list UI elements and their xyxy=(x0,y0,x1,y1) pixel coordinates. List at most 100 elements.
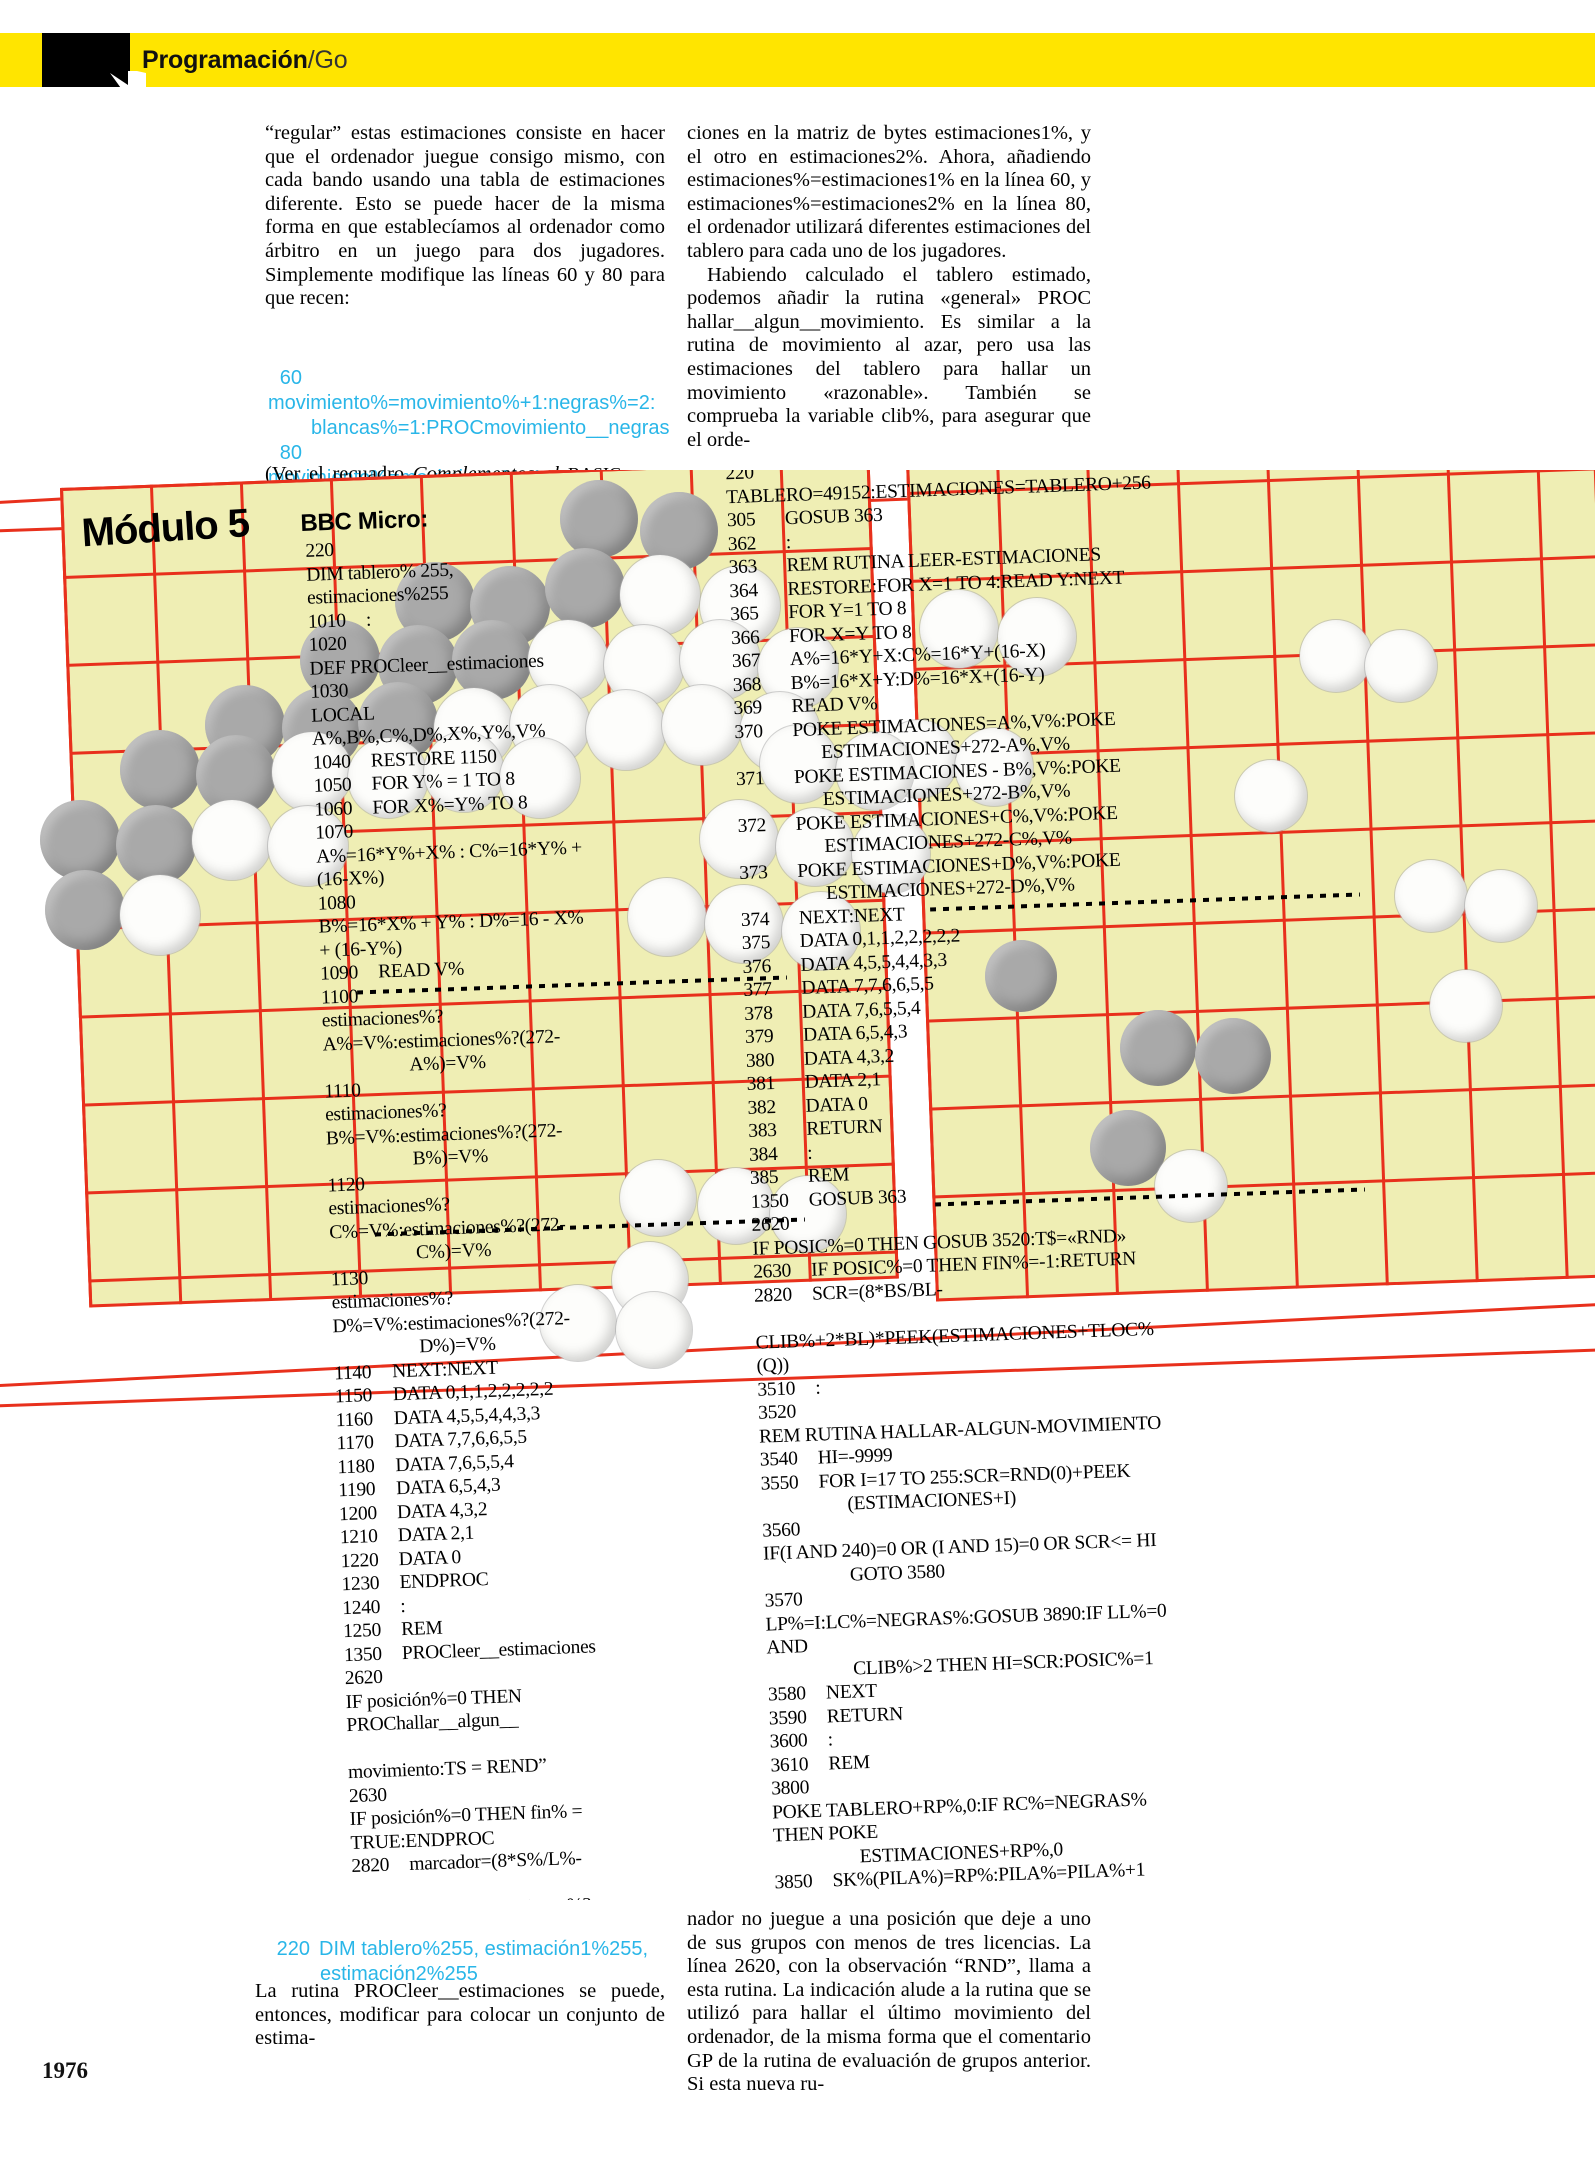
code-line: 3800POKE TABLERO+RP%,0:IF RC%=NEGRAS% TH… xyxy=(771,1763,1198,1848)
code-line-text: READ V% xyxy=(791,693,878,718)
code-line-text: D%)=V% xyxy=(418,1333,496,1358)
code-line: 1130estimaciones%?D%=V%:estimaciones%?(2… xyxy=(330,1258,608,1338)
go-stone-black xyxy=(45,870,125,950)
header-subsection-label: Go xyxy=(314,46,348,74)
go-stone-white xyxy=(616,1292,692,1368)
code-line-text: REM xyxy=(807,1164,850,1187)
go-stone-white xyxy=(424,732,504,812)
code-line-text: RETURN xyxy=(826,1703,904,1727)
go-stone-white xyxy=(586,690,666,770)
go-stone-black xyxy=(985,940,1057,1012)
code-line-number: 1050 xyxy=(313,774,352,797)
code-line-text: NEXT xyxy=(825,1680,878,1704)
code-line-number: 1200 xyxy=(338,1502,378,1525)
code-line-number: 1010 xyxy=(307,609,347,633)
code-line-number: 369 xyxy=(733,697,763,720)
go-stone-white xyxy=(1395,860,1467,932)
go-stone-white xyxy=(705,885,783,963)
code-line-number: 3850 xyxy=(774,1871,813,1894)
code-line-text: A%=16*Y%+X% : C%=16*Y% + (16-X%) xyxy=(315,836,583,891)
c64-listing-lines: 220TABLERO=49152:ESTIMACIONES=TABLERO+25… xyxy=(725,470,1199,1895)
code-line-number: 3600 xyxy=(769,1730,808,1753)
go-board-photo-inner: Módulo 5 xyxy=(0,470,1595,1900)
code-line-number: 1020 xyxy=(308,633,347,656)
code-line-number: 1190 xyxy=(337,1478,376,1502)
body-column-left-top: “regular” estas estimaciones consiste en… xyxy=(265,122,665,311)
code-line-number: 380 xyxy=(745,1049,775,1072)
code-line-number: 3520 xyxy=(757,1401,797,1424)
code-line-number: 3580 xyxy=(767,1683,807,1706)
code-line-text: B%=16*X% + Y% : D%=16 - X% + (16-Y%) xyxy=(318,907,584,962)
code-line-number: 1120 xyxy=(327,1173,366,1196)
code-line-text: : xyxy=(399,1595,406,1617)
go-stone-white xyxy=(1430,970,1502,1042)
go-stone-white xyxy=(628,878,706,956)
code-line-text: A%)=V% xyxy=(409,1051,487,1076)
code-line-text: GOTO 3580 xyxy=(849,1560,946,1586)
go-stone-white xyxy=(1155,1150,1227,1222)
code-line: 1070A%=16*Y%+X% : C%=16*Y% + (16-X%) xyxy=(315,812,593,892)
code-line-number xyxy=(352,1893,438,1896)
code-line-number: 1240 xyxy=(341,1596,381,1619)
code-line-number: 370 xyxy=(734,720,764,743)
code-line-text: HI=-9999 xyxy=(817,1445,893,1469)
code-line-number: 367 xyxy=(731,650,761,673)
blue-listing-row: 60 movimiento%=movimiento%+1:negras%=2: b… xyxy=(268,366,678,441)
code-line-number xyxy=(764,1580,850,1583)
line-number: 80 xyxy=(279,442,302,464)
code-line-number: 365 xyxy=(729,603,760,626)
code-line-number: 3800 xyxy=(770,1777,810,1800)
blue-listing-row: 220 DIM tablero%255, estimación1%255, est… xyxy=(268,1937,688,1987)
code-line-number: 1130 xyxy=(330,1267,369,1290)
go-stone-white xyxy=(760,725,838,803)
code-line-number: 1350 xyxy=(343,1643,383,1666)
go-stone-black xyxy=(300,620,380,700)
code-line-number: 2620 xyxy=(344,1666,383,1690)
code-line-number: 2820 xyxy=(753,1283,793,1307)
go-stone-white xyxy=(192,800,272,880)
go-stone-black xyxy=(452,620,532,700)
code-line-number: 1160 xyxy=(335,1408,374,1431)
code-line-number: 1220 xyxy=(340,1549,379,1572)
go-stone-black xyxy=(1120,1010,1196,1086)
code-line-text: estimaciones%?A%=V%:estimaciones%?(272- xyxy=(321,1006,561,1056)
body-column-right-top: ciones en la matriz de bytes estimacione… xyxy=(687,122,1091,452)
code-line-number: 3510 xyxy=(756,1377,796,1401)
code-line-number: 1060 xyxy=(314,797,353,821)
go-stone-white xyxy=(500,738,580,818)
code-line-text: DATA 0 xyxy=(805,1093,868,1117)
code-line-text: : xyxy=(785,531,792,553)
go-stone-white xyxy=(348,738,428,818)
code-line-number: 1100 xyxy=(320,985,359,1009)
go-stone-white xyxy=(1365,630,1437,702)
code-line-text: : xyxy=(814,1377,821,1399)
code-line-number: 368 xyxy=(732,673,762,696)
code-line-number: 377 xyxy=(743,978,773,1001)
code-line-text: SCR=(8*BS/BL- xyxy=(811,1278,943,1305)
code-line-number xyxy=(762,1510,848,1513)
code-line: 2630IF posición%=0 THEN fin% = TRUE:ENDP… xyxy=(349,1775,627,1855)
go-stone-white xyxy=(272,732,352,812)
code-line-number: 2630 xyxy=(348,1784,388,1807)
code-line-number: 379 xyxy=(744,1025,774,1048)
go-stone-white xyxy=(540,1285,616,1361)
line-code-cont: estimación2%255 xyxy=(320,1963,478,1985)
code-line-number: 375 xyxy=(741,932,771,954)
code-line-number: 363 xyxy=(728,556,758,579)
code-line-text: READ V% xyxy=(377,958,465,983)
go-stone-black xyxy=(1090,1110,1166,1186)
code-line-number: 1140 xyxy=(333,1361,372,1384)
code-line-text: ENDPROC xyxy=(399,1569,489,1594)
go-stone-black xyxy=(1195,1018,1271,1094)
code-line-number xyxy=(740,899,826,902)
body-column-right-bottom: nador no juegue a una posición que deje … xyxy=(687,1908,1091,2097)
page-number: 1976 xyxy=(42,2058,88,2083)
go-stone-white xyxy=(852,815,930,893)
code-line: 2620IF posición%=0 THEN PROChallar__algu… xyxy=(344,1658,622,1738)
paragraph-right-top-2: Habiendo calculado el tablero estimado, … xyxy=(687,263,1091,451)
blue-listing-2: 220 DIM tablero%255, estimación1%255, est… xyxy=(268,1937,688,1987)
go-stone-white xyxy=(1235,760,1307,832)
code-line-number: 1230 xyxy=(341,1572,380,1596)
code-line-number: 3560 xyxy=(761,1518,801,1542)
code-line-text: DATA 2,1 xyxy=(804,1069,882,1093)
